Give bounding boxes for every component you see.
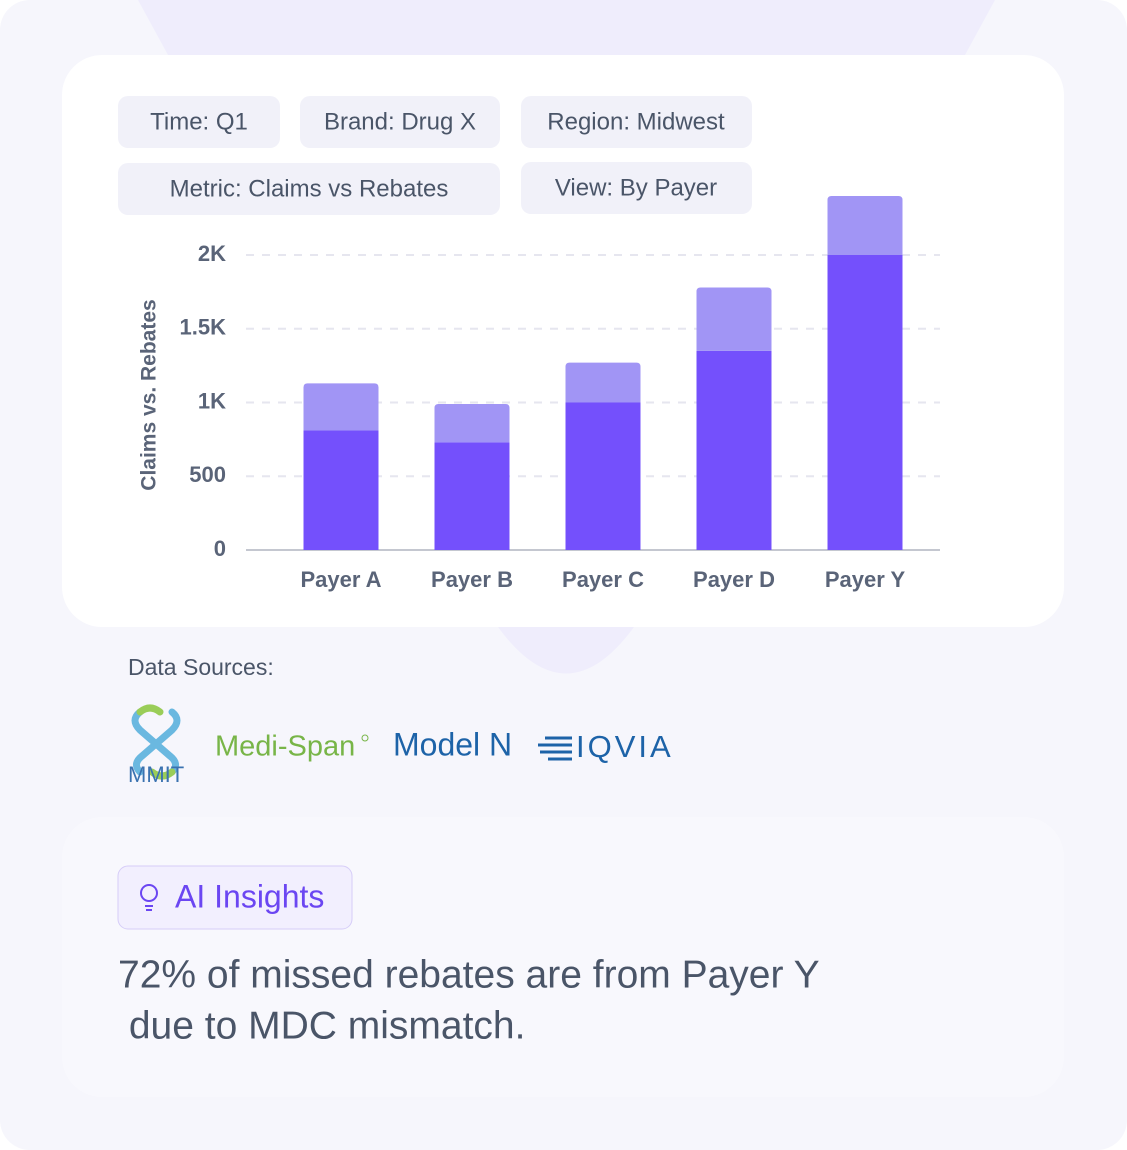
- filter-chip[interactable]: [118, 163, 500, 215]
- y-tick-label: 500: [189, 462, 226, 487]
- insight-text: 72% of missed rebates are from Payer Y: [118, 953, 820, 996]
- chart: 0 500 1K 1.5K 2K Payer A Payer B Payer C Payer D…: [180, 196, 940, 592]
- sources-label: Data Sources:: [128, 654, 274, 680]
- bar-segment: [303, 383, 379, 431]
- filter-chip[interactable]: [118, 96, 280, 148]
- x-tick-label: Payer A: [300, 567, 381, 592]
- logo-text: Model N: [393, 726, 512, 762]
- insight-text: due to MDC mismatch.: [118, 1004, 525, 1047]
- bar-segment: [827, 255, 903, 550]
- decor: [498, 627, 634, 674]
- filters: Time: Q1 Brand: Drug X Region: Midwest M…: [118, 96, 752, 215]
- filter-label: Time: Q1: [150, 108, 248, 135]
- y-tick-label: 2K: [198, 241, 226, 266]
- filter-label: Region: Midwest: [547, 108, 725, 135]
- decor: [138, 0, 995, 55]
- x-tick-label: Payer B: [431, 567, 513, 592]
- logo-icon: [136, 704, 176, 780]
- y-tick-label: 0: [214, 536, 226, 561]
- filter-label: Metric: Claims vs Rebates: [170, 175, 449, 202]
- logo-text: Medi-Span: [215, 731, 355, 763]
- bar-segment: [434, 403, 510, 443]
- bar-segment: [696, 350, 772, 550]
- x-tick-label: Payer Y: [825, 567, 906, 592]
- filter-chip[interactable]: [300, 96, 500, 148]
- bar-segment: [303, 430, 379, 550]
- y-tick-label: 1.5K: [180, 315, 227, 340]
- iqvia-logo: IQVIA: [538, 729, 674, 764]
- logo-text: MMIT: [128, 762, 184, 787]
- insights-badge[interactable]: [117, 865, 353, 930]
- bulb-icon: [140, 884, 158, 911]
- bar-segment: [696, 287, 772, 351]
- y-axis-label: Claims vs. Rebates: [138, 299, 161, 490]
- filter-chip[interactable]: [521, 96, 752, 148]
- icon: [140, 884, 158, 902]
- filter-chip[interactable]: [521, 162, 752, 214]
- bar-segment: [827, 196, 903, 255]
- bar-segment: [434, 442, 510, 550]
- bar-segment: [565, 402, 641, 550]
- bar-segment: [565, 362, 641, 403]
- mmit-logo: MMIT: [128, 704, 184, 787]
- filter-label: Brand: Drug X: [324, 108, 476, 135]
- x-tick-label: Payer D: [693, 567, 775, 592]
- filter-label: View: By Payer: [555, 174, 717, 201]
- logo-text: IQVIA: [576, 729, 674, 764]
- badge-label: AI Insights: [175, 878, 324, 914]
- logo-mark: [361, 734, 369, 742]
- logo-icon: [131, 708, 181, 776]
- x-tick-label: Payer C: [562, 567, 644, 592]
- y-tick-label: 1K: [198, 388, 226, 413]
